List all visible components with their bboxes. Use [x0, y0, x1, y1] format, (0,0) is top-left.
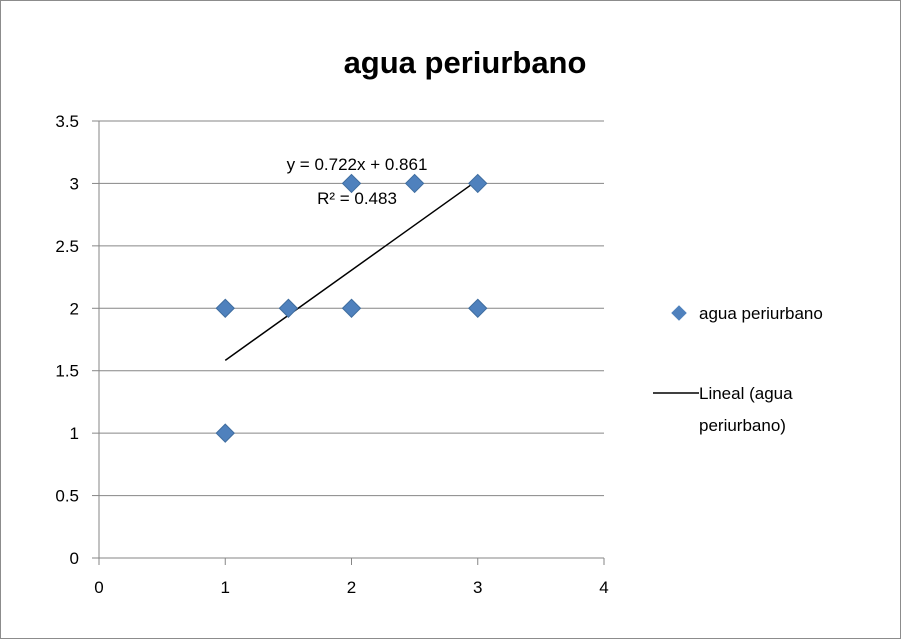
legend-marker-agua-periurbano — [671, 305, 687, 321]
legend[interactable]: agua periurbano Lineal (agua periurbano) — [653, 304, 823, 435]
y-tick-label: 1 — [70, 424, 79, 443]
data-points — [215, 173, 488, 443]
trendline — [224, 179, 479, 361]
data-point-2 — [278, 298, 299, 318]
y-tick-label: 0 — [70, 549, 79, 568]
y-tick-label: 1.5 — [55, 362, 79, 381]
legend-label-trendline-line1: Lineal (agua — [699, 384, 793, 403]
data-point-3 — [341, 173, 362, 194]
y-tick-label: 2 — [70, 299, 79, 318]
trendline-layer — [224, 179, 479, 361]
trendline-r-squared: R² = 0.483 — [317, 189, 397, 208]
legend-label-agua-periurbano: agua periurbano — [699, 304, 823, 323]
x-tick-label: 2 — [347, 578, 356, 597]
data-point-4 — [341, 298, 362, 318]
y-tick-label: 3 — [70, 174, 79, 193]
x-tick-label: 3 — [473, 578, 482, 597]
tick-labels: 0 0.5 1 1.5 2 2.5 3 3.5 0 1 2 3 4 — [55, 112, 608, 597]
data-point-6 — [468, 173, 488, 194]
data-point-0 — [215, 298, 235, 318]
y-tick-label: 0.5 — [55, 487, 79, 506]
x-tick-label: 4 — [599, 578, 608, 597]
legend-label-trendline-line2: periurbano) — [699, 416, 786, 435]
y-tick-label: 2.5 — [55, 237, 79, 256]
y-tick-label: 3.5 — [55, 112, 79, 131]
x-tick-label: 0 — [94, 578, 103, 597]
data-point-7 — [468, 298, 488, 318]
data-point-1 — [215, 423, 235, 443]
data-point-5 — [404, 173, 425, 194]
chart-title: agua periurbano — [344, 45, 587, 80]
trendline-equation: y = 0.722x + 0.861 — [287, 155, 428, 174]
axes — [92, 120, 605, 565]
x-tick-label: 1 — [221, 578, 230, 597]
